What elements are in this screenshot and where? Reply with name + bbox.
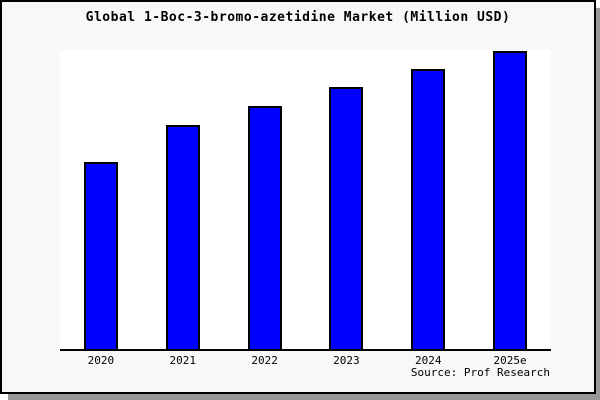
bar-2022: [247, 106, 282, 351]
bar-2024: [411, 69, 446, 351]
x-tick-2021: 2021: [169, 354, 197, 367]
x-tick-2023: 2023: [333, 354, 360, 367]
bar-2023: [329, 87, 364, 351]
x-tick-2025e: 2025e: [493, 354, 527, 367]
bar-2021: [165, 125, 200, 351]
x-tick-2020: 2020: [87, 354, 115, 367]
x-tick-2022: 2022: [251, 354, 278, 367]
bar-2025e: [493, 51, 528, 351]
source-credit: Source: Prof Research: [410, 366, 550, 379]
chart-title: Global 1-Boc-3-bromo-azetidine Market (M…: [85, 10, 511, 25]
plot-area: [60, 50, 551, 351]
x-axis-labels: 2020 2021 2022 2023 2024 2025e: [60, 354, 551, 368]
x-tick-2024: 2024: [415, 354, 442, 367]
chart-panel: Global 1-Boc-3-bromo-azetidine Market (M…: [0, 0, 596, 394]
bar-2020: [83, 162, 118, 351]
